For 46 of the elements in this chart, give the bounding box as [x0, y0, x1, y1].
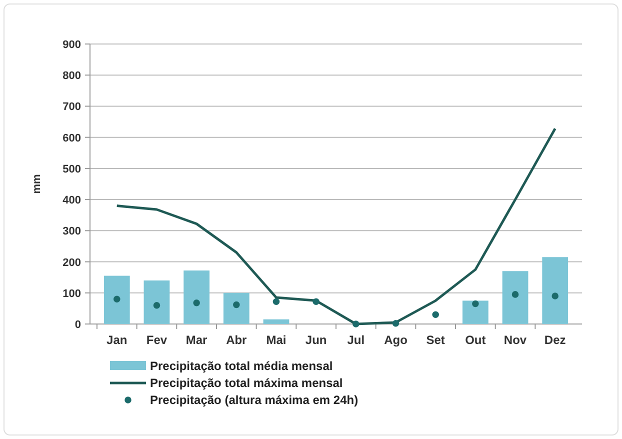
x-tick-label: Mai	[266, 333, 286, 347]
x-tick-label: Jul	[347, 333, 365, 347]
x-tick-label: Mar	[186, 333, 208, 347]
x-tick-label: Nov	[504, 333, 527, 347]
y-tick-label: 800	[62, 70, 81, 82]
x-tick-label: Jun	[305, 333, 327, 347]
point	[114, 296, 120, 302]
bar	[462, 300, 488, 324]
point	[153, 302, 160, 309]
y-axis-title: mm	[31, 174, 43, 194]
legend-label: Precipitação total média mensal	[150, 359, 333, 373]
point	[432, 311, 439, 318]
x-tick-label: Jan	[106, 333, 128, 347]
point	[233, 301, 240, 308]
point	[552, 292, 558, 300]
bar	[502, 271, 528, 324]
x-tick-label: Fev	[146, 333, 168, 347]
x-tick-label: Out	[465, 333, 486, 347]
bar	[184, 270, 210, 324]
y-tick-label: 100	[62, 288, 81, 300]
bar	[263, 319, 290, 324]
y-tick-label: 500	[62, 163, 81, 176]
legend-label: Precipitação total máxima mensal	[150, 376, 343, 390]
y-tick-label: 600	[62, 132, 81, 144]
point	[472, 300, 479, 308]
bar	[104, 276, 130, 324]
legend-label: Precipitação (altura máxima em 24h)	[150, 393, 358, 407]
bar	[542, 257, 568, 324]
x-tick-label: Dez	[544, 333, 566, 347]
point	[193, 299, 200, 306]
x-tick-label: Set	[426, 333, 445, 347]
x-tick-label: Abr	[226, 333, 248, 347]
y-tick-label: 300	[62, 226, 81, 238]
y-tick-label: 200	[62, 256, 81, 269]
point	[512, 291, 519, 298]
point	[392, 320, 400, 327]
point	[312, 298, 320, 305]
bar	[223, 292, 250, 324]
y-tick-label: 0	[74, 319, 81, 331]
point	[272, 298, 280, 305]
bar	[144, 280, 170, 324]
y-tick-label: 900	[62, 39, 81, 51]
x-tick-label: Ago	[384, 333, 408, 347]
point	[352, 320, 360, 328]
y-tick-label: 700	[62, 101, 81, 114]
y-tick-label: 400	[62, 194, 81, 207]
